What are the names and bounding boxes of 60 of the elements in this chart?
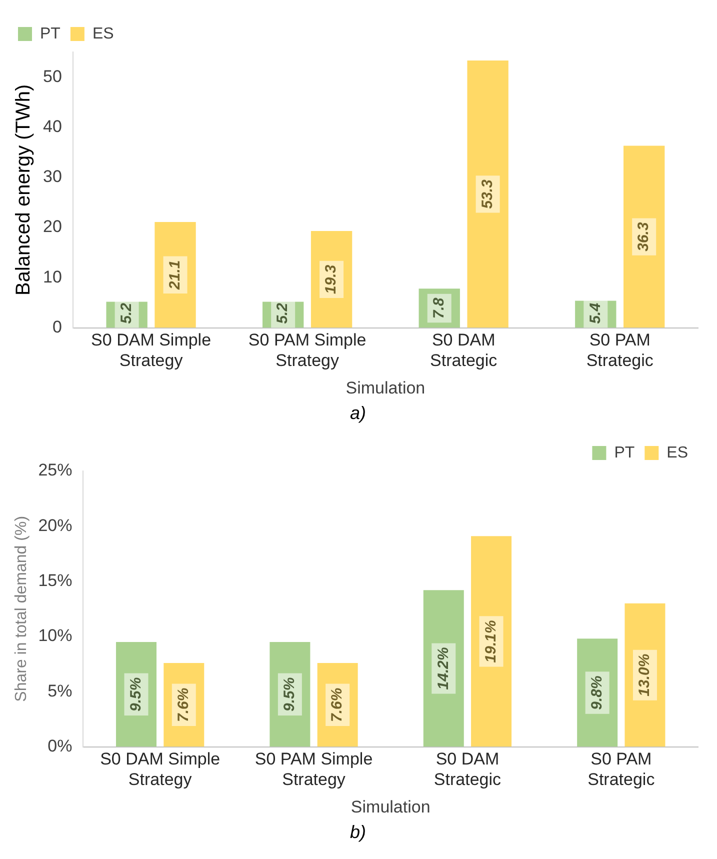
y-tick-label: 20% [38, 516, 72, 535]
data-label: 5.2 [274, 302, 292, 324]
x-axis-title: Simulation [346, 378, 426, 398]
data-label: 19.1% [482, 620, 500, 663]
y-tick-label: 15% [38, 571, 72, 590]
bar [154, 222, 196, 328]
x-tick-label: S0 DAM Simple Strategy [91, 330, 212, 370]
y-axis-title: Share in total demand (%) [13, 516, 30, 702]
legend-label: PT [614, 444, 635, 462]
data-label: 14.2% [434, 647, 452, 690]
y-tick-label: 0% [48, 736, 72, 756]
bar [310, 231, 352, 328]
x-tick-label: S0 PAM Strategic [586, 330, 654, 370]
text: b) [348, 822, 367, 844]
x-axis-title: Simulation [350, 797, 430, 816]
y-axis-title: Balanced energy (TWh) [12, 84, 35, 296]
data-label: 7.8 [430, 297, 448, 319]
data-label: 53.3 [478, 178, 496, 209]
x-tick-label: S0 PAM Simple Strategy [248, 330, 366, 370]
legend-label: ES [666, 444, 688, 462]
data-label: 7.6% [328, 688, 346, 722]
x-tick-label: S0 DAM Strategic [434, 750, 502, 790]
bar [106, 302, 148, 328]
legend-label: PT [40, 25, 61, 42]
bar [467, 60, 508, 328]
y-tick-label: 0 [52, 317, 62, 336]
data-label: 5.4 [586, 302, 604, 324]
bar [418, 288, 460, 328]
data-label: 36.3 [635, 222, 652, 252]
bar [317, 662, 358, 747]
legend-label: ES [92, 25, 114, 42]
y-tick-label: 10% [38, 626, 72, 646]
y-tick-label: 10 [42, 267, 62, 286]
bar [471, 536, 512, 747]
data-label: 9.5% [127, 677, 144, 712]
y-tick-label: 25% [38, 460, 72, 480]
x-tick-label: S0 PAM Strategic [588, 750, 656, 790]
bar [116, 642, 156, 747]
y-tick-label: 5% [48, 681, 72, 700]
data-label: 21.1 [166, 260, 184, 290]
x-tick-label: S0 DAM Simple Strategy [100, 750, 220, 790]
x-tick-label: S0 DAM Strategic [430, 330, 498, 370]
data-label: 5.2 [118, 302, 135, 324]
y-tick-label: 30 [42, 167, 62, 186]
data-label: 7.6% [175, 688, 192, 722]
y-tick-label: 50 [42, 66, 62, 86]
data-label: 13.0% [636, 654, 654, 696]
bar [623, 146, 665, 328]
bar [577, 638, 618, 747]
bar [624, 603, 666, 747]
bar [270, 642, 310, 747]
y-tick-label: 40 [42, 116, 62, 136]
data-label: 9.8% [588, 676, 606, 710]
text: a) [348, 403, 367, 425]
bar [164, 662, 204, 747]
data-label: 9.5% [281, 677, 298, 712]
x-tick-label: S0 PAM Simple Strategy [254, 750, 373, 790]
bar [423, 590, 464, 747]
y-tick-label: 20 [42, 217, 62, 236]
data-label: 19.3 [322, 264, 340, 294]
